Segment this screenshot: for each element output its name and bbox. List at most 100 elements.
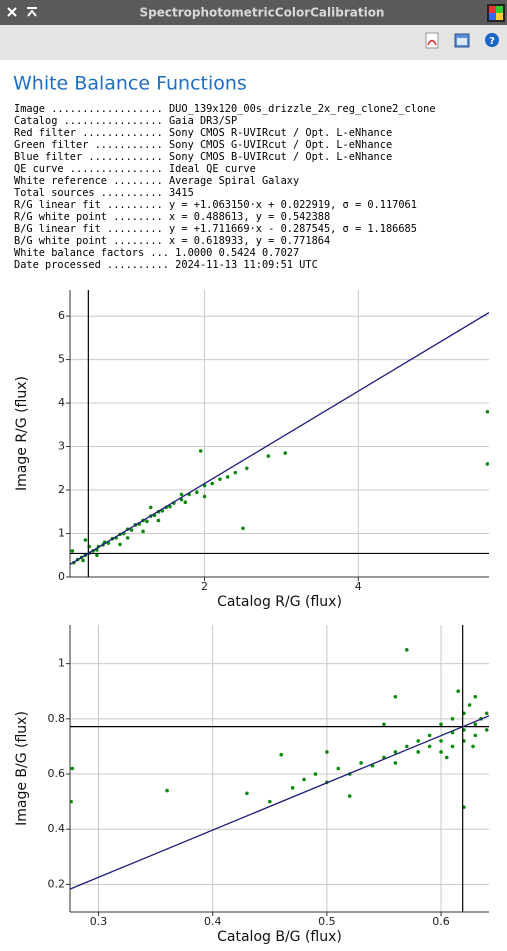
data-point xyxy=(456,689,460,694)
info-line: Image .................. DUO_139x120_00s… xyxy=(14,103,436,115)
y-tick-label: 1 xyxy=(58,527,65,540)
data-point xyxy=(195,490,199,495)
data-point xyxy=(129,528,134,532)
data-point xyxy=(81,558,85,563)
data-point xyxy=(416,750,421,754)
info-line: R/G linear fit ......... y = +1.063150·x… xyxy=(14,199,417,211)
data-point xyxy=(125,536,130,540)
y-axis-label: Image R/G (flux) xyxy=(14,376,30,491)
data-point xyxy=(393,694,398,699)
window-button[interactable] xyxy=(454,33,470,48)
data-point xyxy=(485,462,489,466)
info-block: Image .................. DUO_139x120_00s… xyxy=(14,103,436,271)
data-point xyxy=(83,538,88,542)
chart: 2 4 0 1 2 3 4 5 6 Catalog R/G (flux) Image R/G (fl… xyxy=(14,290,489,610)
info-line: Green filter ........... Sony CMOS G-UVI… xyxy=(14,139,392,151)
y-tick-label: 0.8 xyxy=(48,712,66,725)
data-point xyxy=(427,733,432,738)
data-point xyxy=(473,722,478,727)
y-axis-label: Image B/G (flux) xyxy=(14,711,30,826)
help-button[interactable]: ? xyxy=(485,33,499,47)
info-line: Red filter ............. Sony CMOS R-UVI… xyxy=(14,127,392,139)
plot-area xyxy=(70,290,489,577)
data-point xyxy=(439,739,443,743)
data-point xyxy=(485,409,489,414)
data-point xyxy=(70,549,75,553)
data-point xyxy=(145,519,149,524)
close-button[interactable] xyxy=(7,7,17,17)
heading: White Balance Functions xyxy=(13,73,247,95)
info-line: R/G white point ........ x = 0.488613, y… xyxy=(14,211,330,223)
data-point xyxy=(70,799,73,804)
x-tick-label: 0.6 xyxy=(432,915,450,928)
charts: 2 4 0 1 2 3 4 5 6 Catalog R/G (flux) Image R/G (fl… xyxy=(14,290,489,945)
info-line: QE curve ............... Ideal QE curve xyxy=(14,163,256,175)
x-axis-label: Catalog B/G (flux) xyxy=(217,929,342,945)
info-line: Blue filter ............ Sony CMOS B-UVI… xyxy=(14,151,392,163)
fit-line xyxy=(70,715,489,890)
data-point xyxy=(484,728,489,732)
data-point xyxy=(95,553,99,558)
data-point xyxy=(141,529,145,534)
y-tick-label: 6 xyxy=(58,309,65,322)
data-point xyxy=(359,761,363,765)
data-point xyxy=(70,766,75,771)
data-point xyxy=(473,694,478,699)
y-tick-label: 0.2 xyxy=(48,877,66,890)
y-tick-label: 0.4 xyxy=(48,822,66,835)
data-point xyxy=(267,799,272,804)
data-point xyxy=(347,794,352,798)
data-point xyxy=(427,744,432,749)
data-point xyxy=(404,648,409,652)
info-line: White balance factors ... 1.0000 0.5424 … xyxy=(14,247,299,259)
data-point xyxy=(302,777,306,782)
data-point xyxy=(484,711,489,716)
data-point xyxy=(393,761,398,765)
y-tick-label: 4 xyxy=(58,396,65,409)
data-point xyxy=(450,744,455,749)
data-point xyxy=(279,752,284,757)
data-point xyxy=(382,722,386,727)
data-point xyxy=(325,750,329,754)
pdf-button[interactable] xyxy=(425,32,439,49)
data-point xyxy=(233,470,238,475)
data-point xyxy=(404,744,409,749)
data-point xyxy=(245,466,249,471)
data-point xyxy=(416,739,421,743)
data-point xyxy=(148,505,153,510)
plot-area xyxy=(70,625,489,912)
info-line: Date processed .......... 2024-11-13 11:… xyxy=(14,259,318,271)
data-point xyxy=(444,755,449,760)
data-point xyxy=(393,750,398,754)
data-point xyxy=(179,492,184,497)
data-point xyxy=(266,454,271,458)
info-line: Total sources .......... 3415 xyxy=(14,187,194,199)
data-point xyxy=(450,717,455,721)
x-tick-label: 0.4 xyxy=(204,915,222,928)
shade-button[interactable] xyxy=(27,7,37,17)
title-bar xyxy=(0,0,507,25)
app-icon xyxy=(487,4,505,22)
x-tick-label: 0.3 xyxy=(90,915,108,928)
x-tick-label: 0.5 xyxy=(318,915,336,928)
y-tick-label: 2 xyxy=(58,483,65,496)
data-point xyxy=(156,518,161,523)
data-point xyxy=(168,504,172,509)
info-line: B/G white point ........ x = 0.618933, y… xyxy=(14,235,330,247)
data-point xyxy=(202,494,207,499)
info-line: White reference ........ Average Spiral … xyxy=(14,175,299,187)
data-point xyxy=(473,733,478,738)
data-point xyxy=(471,744,475,749)
data-point xyxy=(118,542,122,547)
y-tick-label: 3 xyxy=(58,440,65,453)
data-point xyxy=(183,500,188,505)
x-tick-label: 2 xyxy=(201,580,208,593)
data-point xyxy=(225,475,230,479)
data-point xyxy=(336,766,341,771)
data-point xyxy=(245,791,249,796)
data-point xyxy=(241,526,245,531)
x-axis-label: Catalog R/G (flux) xyxy=(217,594,342,610)
window-title: SpectrophotometricColorCalibration xyxy=(140,6,385,20)
data-point xyxy=(283,451,288,455)
